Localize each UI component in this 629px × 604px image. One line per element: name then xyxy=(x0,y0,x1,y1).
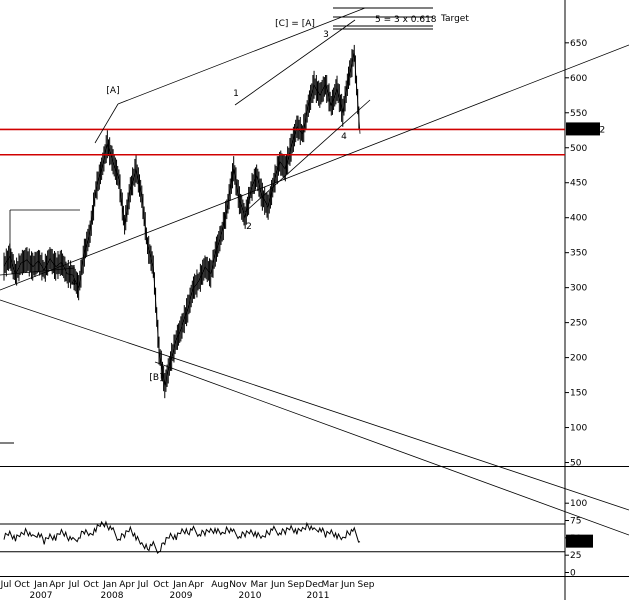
trend-line xyxy=(154,361,629,536)
osc-y-tick-label: 25 xyxy=(570,551,581,561)
x-year-label: 2011 xyxy=(307,591,330,600)
trend-line xyxy=(0,299,629,511)
trend-line xyxy=(94,103,119,144)
oscillator-panel xyxy=(0,520,565,554)
trend-line xyxy=(0,267,76,276)
osc-y-tick-label: 100 xyxy=(570,499,587,509)
x-month-label: Oct xyxy=(153,580,169,590)
osc-y-tick-label: 75 xyxy=(570,517,581,527)
x-year-label: 2010 xyxy=(239,591,262,600)
wave-label: [B] xyxy=(149,373,162,383)
x-month-label: Apr xyxy=(188,580,204,590)
x-month-label: Mar xyxy=(251,580,268,590)
wave-label: [C] = [A] xyxy=(275,19,315,29)
price-y-tick-label: 150 xyxy=(570,389,587,399)
x-month-label: Aug xyxy=(211,580,229,590)
x-month-label: Nov xyxy=(229,580,247,590)
price-y-tick-label: 400 xyxy=(570,214,587,224)
price-y-tick-label: 500 xyxy=(570,144,587,154)
wave-label: 2 xyxy=(246,222,252,232)
x-month-label: Mar xyxy=(322,580,339,590)
wave-label: 1 xyxy=(233,89,239,99)
x-month-label: Apr xyxy=(49,580,65,590)
annotations: [A] [B] [C] = [A] 1 2 3 4 4 5 = 3 x 0.618 Target 5… xyxy=(0,7,629,548)
target-label: Target xyxy=(440,14,469,24)
wave-label: 4 xyxy=(341,132,347,142)
x-month-label: Jul xyxy=(0,580,11,590)
price-y-tick-label: 600 xyxy=(570,74,587,84)
x-month-label: Sep xyxy=(358,580,375,590)
x-month-label: Oct xyxy=(83,580,99,590)
price-y-tick-label: 650 xyxy=(570,39,587,49)
price-y-tick-label: 100 xyxy=(570,424,587,434)
x-month-label: Jun xyxy=(340,580,355,590)
price-y-tick-label: 450 xyxy=(570,179,587,189)
x-month-label: Jun xyxy=(270,580,285,590)
x-year-label: 2008 xyxy=(101,591,124,600)
trend-line xyxy=(117,7,366,105)
osc-value-tag-box xyxy=(566,534,593,548)
price-y-tick-label: 250 xyxy=(570,319,587,329)
x-year-label: 2009 xyxy=(170,591,193,600)
price-y-tick-label: 50 xyxy=(570,459,582,469)
x-month-label: Jan xyxy=(102,580,117,590)
price-y-tick-label: 300 xyxy=(570,284,587,294)
price-y-tick-label: 550 xyxy=(570,109,587,119)
price-series-line xyxy=(3,53,361,386)
wave-label: 4 xyxy=(71,278,77,288)
osc-y-tick-label: 0 xyxy=(570,569,576,579)
price-y-tick-label: 200 xyxy=(570,354,587,364)
wave-label: 3 xyxy=(323,30,329,40)
x-month-label: Jul xyxy=(68,580,80,590)
osc-value-tag-label: 44.53 xyxy=(567,538,593,548)
price-panel xyxy=(3,44,361,399)
x-month-label: Jan xyxy=(33,580,48,590)
x-month-label: Dec xyxy=(305,580,322,590)
trend-line xyxy=(234,19,356,106)
x-month-label: Jan xyxy=(172,580,187,590)
x-month-label: Jul xyxy=(137,580,149,590)
x-month-label: Apr xyxy=(119,580,135,590)
x-month-label: Oct xyxy=(14,580,30,590)
trend-line xyxy=(244,99,371,213)
x-year-label: 2007 xyxy=(30,591,53,600)
fib-note: 5 = 3 x 0.618 xyxy=(375,15,437,25)
price-tag-label: 526.192 xyxy=(568,125,605,135)
price-tag-box xyxy=(566,122,600,136)
oscillator-series-line xyxy=(3,520,361,554)
x-month-label: Sep xyxy=(288,580,305,590)
trend-line xyxy=(0,44,629,291)
price-y-tick-label: 350 xyxy=(570,249,587,259)
wave-label: [A] xyxy=(106,86,119,96)
axes: 50 100 150 200 250 300 350 400 450 500 550 600 650 0 2… xyxy=(0,39,587,601)
